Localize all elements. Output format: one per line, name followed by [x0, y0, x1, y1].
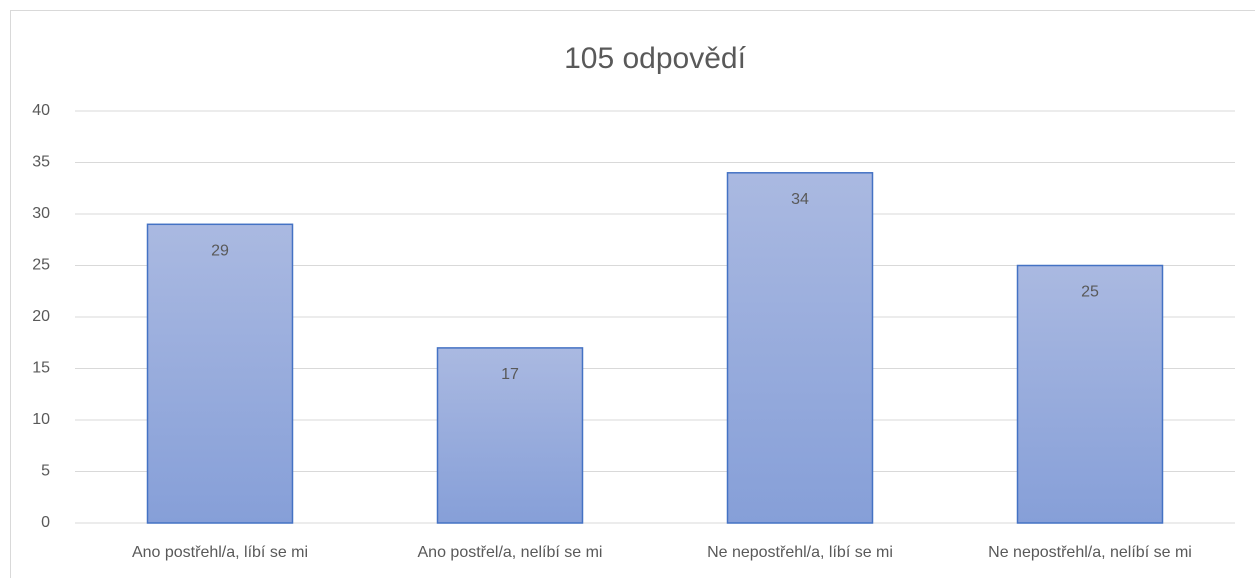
- y-tick-label: 25: [32, 257, 50, 274]
- data-label: 29: [211, 243, 229, 260]
- bar: [436, 347, 584, 524]
- data-label: 25: [1081, 284, 1099, 301]
- y-tick-label: 20: [32, 308, 50, 325]
- x-tick-label: Ne nepostřehl/a, líbí se mi: [707, 544, 893, 561]
- chart-title: 105 odpovědí: [564, 42, 746, 75]
- data-label: 34: [791, 191, 809, 208]
- bar: [726, 172, 874, 524]
- y-tick-label: 35: [32, 154, 50, 171]
- y-tick-label: 10: [32, 411, 50, 428]
- x-tick-label: Ano postřel/a, nelíbí se mi: [418, 544, 603, 561]
- y-tick-label: 5: [41, 463, 50, 480]
- y-tick-label: 0: [41, 514, 50, 531]
- data-label: 17: [501, 366, 519, 383]
- bar: [1016, 264, 1164, 524]
- bar: [146, 223, 294, 524]
- y-tick-label: 40: [32, 102, 50, 119]
- x-tick-label: Ne nepostřehl/a, nelíbí se mi: [988, 544, 1192, 561]
- y-tick-label: 15: [32, 360, 50, 377]
- x-tick-label: Ano postřehl/a, líbí se mi: [132, 544, 308, 561]
- y-tick-label: 30: [32, 205, 50, 222]
